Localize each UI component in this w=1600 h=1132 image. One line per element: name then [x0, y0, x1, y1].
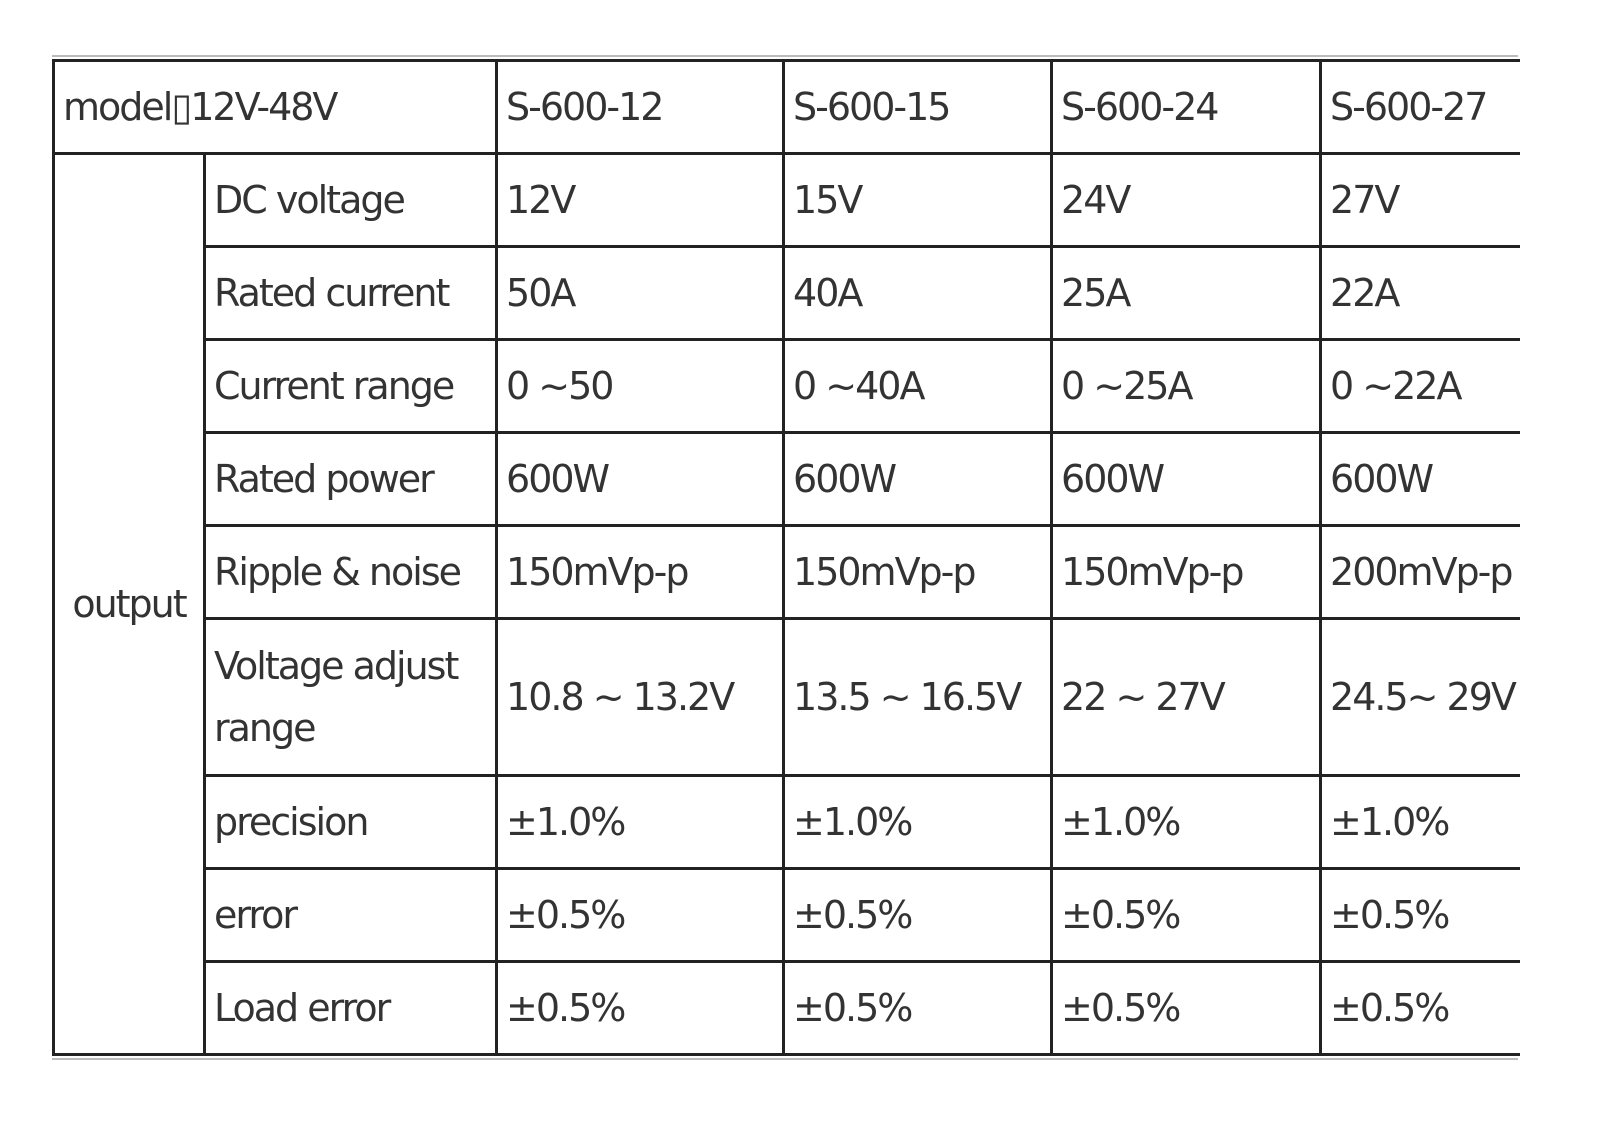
spec-value: 150mVp-p: [495, 524, 786, 620]
spec-value: 10.8 ~ 13.2V: [495, 617, 786, 777]
spec-row: Voltage adjust range 10.8 ~ 13.2V 13.5 ~ 1…: [54, 617, 1520, 777]
spec-value: 0 ~25A: [1050, 338, 1323, 434]
row-label: Rated current: [202, 245, 499, 341]
spec-value: 150mVp-p: [782, 524, 1054, 620]
model-name: S-600-12: [495, 59, 786, 155]
spec-row: output DC voltage 12V 15V 24V 27V: [52, 152, 1520, 1056]
row-label: DC voltage: [202, 152, 499, 248]
spec-value: ±0.5%: [495, 960, 786, 1056]
spec-value: 24V: [1050, 152, 1323, 248]
spec-value: 24.5~ 29V: [1319, 617, 1520, 777]
model-name: S-600-24: [1050, 59, 1323, 155]
spec-row: Rated current 50A 40A 25A 22A: [54, 245, 1520, 341]
spec-table-frame: model▯12V-48V S-600-12 S-600-15 S-600-24 S-6…: [51, 55, 1520, 1060]
spec-value: 0 ~50: [495, 338, 786, 434]
row-label: precision: [202, 774, 499, 870]
spec-value: 0 ~22A: [1319, 338, 1520, 434]
spec-value: 40A: [782, 245, 1054, 341]
spec-row: Load error ±0.5% ±0.5% ±0.5% ±0.5%: [54, 960, 1520, 1056]
spec-value: ±0.5%: [1319, 867, 1520, 963]
spec-row: Rated power 600W 600W 600W 600W: [54, 431, 1520, 527]
spec-value: 600W: [1319, 431, 1520, 527]
row-label: Rated power: [202, 431, 499, 527]
spec-value: ±1.0%: [495, 774, 786, 870]
spec-value: 15V: [782, 152, 1054, 248]
spec-value: ±1.0%: [782, 774, 1054, 870]
spec-value: 27V: [1319, 152, 1520, 248]
spec-value: 200mVp-p: [1319, 524, 1520, 620]
spec-value: 0 ~40A: [782, 338, 1054, 434]
spec-row: error ±0.5% ±0.5% ±0.5% ±0.5%: [54, 867, 1520, 963]
spec-value: ±0.5%: [782, 867, 1054, 963]
row-label: Current range: [202, 338, 499, 434]
header-label: model▯12V-48V: [51, 59, 499, 155]
spec-value: ±0.5%: [782, 960, 1054, 1056]
spec-row: precision ±1.0% ±1.0% ±1.0% ±1.0%: [54, 774, 1520, 870]
spec-value: 600W: [782, 431, 1054, 527]
row-label: Load error: [202, 960, 499, 1056]
spec-value: ±1.0%: [1050, 774, 1323, 870]
spec-row: Current range 0 ~50 0 ~40A 0 ~25A 0 ~22A: [54, 338, 1520, 434]
spec-value: 600W: [495, 431, 786, 527]
spec-value: ±0.5%: [495, 867, 786, 963]
table-body: model▯12V-48V S-600-12 S-600-15 S-600-24 S-6…: [51, 59, 1520, 1056]
spec-table: model▯12V-48V S-600-12 S-600-15 S-600-24 S-6…: [51, 59, 1520, 1056]
header-row: model▯12V-48V S-600-12 S-600-15 S-600-24 S-6…: [51, 59, 1520, 155]
spec-value: 150mVp-p: [1050, 524, 1323, 620]
spec-value: ±0.5%: [1319, 960, 1520, 1056]
row-label: error: [202, 867, 499, 963]
spec-value: 22 ~ 27V: [1050, 617, 1323, 777]
spec-value: 22A: [1319, 245, 1520, 341]
spec-value: 13.5 ~ 16.5V: [782, 617, 1054, 777]
spec-value: ±0.5%: [1050, 867, 1323, 963]
spec-value: 50A: [495, 245, 786, 341]
row-label: Voltage adjust range: [202, 617, 499, 777]
spec-value: 12V: [495, 152, 786, 248]
spec-value: ±0.5%: [1050, 960, 1323, 1056]
spec-row: Ripple & noise 150mVp-p 150mVp-p 150mVp-p 20…: [54, 524, 1520, 620]
model-name: S-600-15: [782, 59, 1054, 155]
model-name: S-600-27: [1319, 59, 1520, 155]
group-label: output: [52, 152, 206, 1056]
spec-value: 25A: [1050, 245, 1323, 341]
spec-value: 600W: [1050, 431, 1323, 527]
spec-value: ±1.0%: [1319, 774, 1520, 870]
row-label: Ripple & noise: [202, 524, 499, 620]
